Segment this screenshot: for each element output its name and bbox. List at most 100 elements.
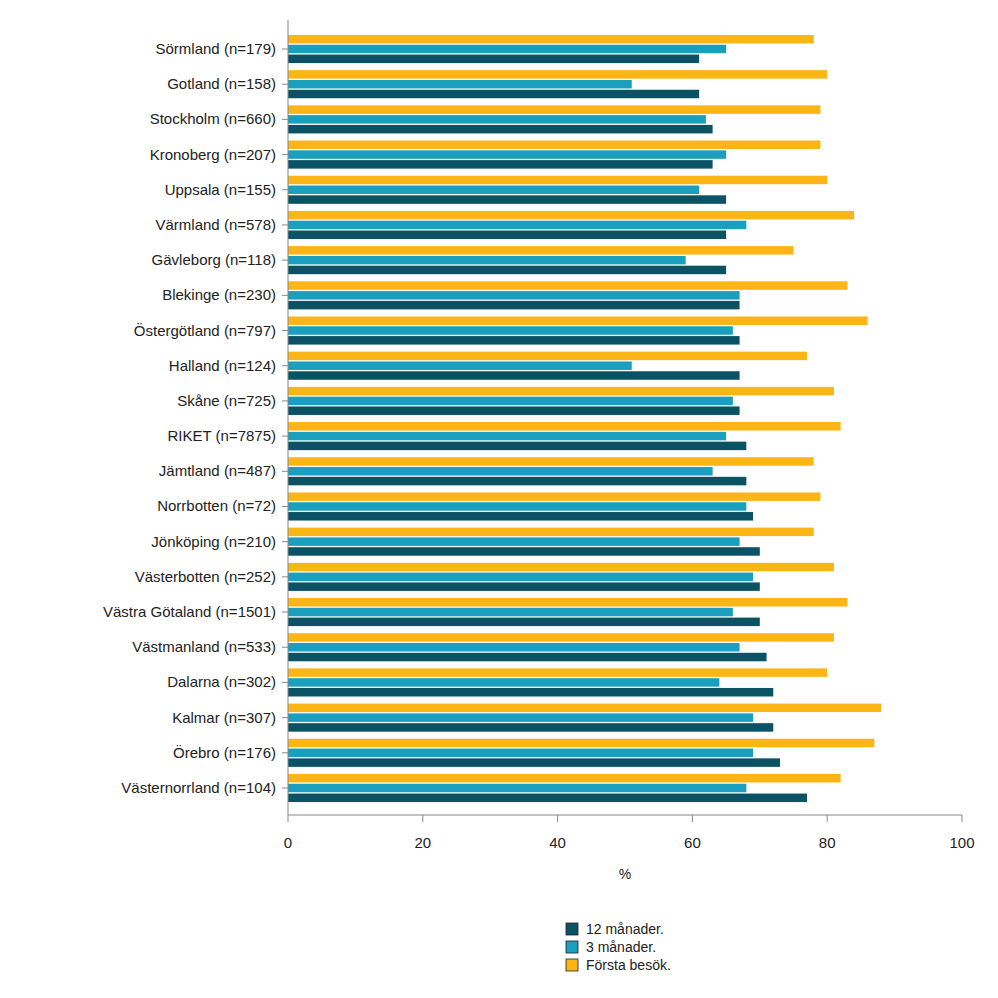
- category-tick: [282, 576, 288, 577]
- bar: [288, 704, 881, 713]
- bar: [288, 723, 773, 732]
- chart-svg: Sörmland (n=179) Gotland (n=158) Stockholm…: [0, 0, 998, 998]
- legend-swatch: [566, 923, 578, 935]
- category-tick: [282, 400, 288, 401]
- category-label: Skåne (n=725): [177, 392, 276, 409]
- bar: [288, 794, 807, 803]
- bar: [288, 512, 753, 521]
- bar: [288, 678, 719, 687]
- x-tick: [962, 815, 963, 822]
- bar: [288, 563, 834, 572]
- bar: [288, 537, 740, 546]
- category-tick: [282, 84, 288, 85]
- category-label: Gävleborg (n=118): [152, 251, 276, 268]
- x-tick: [422, 815, 423, 822]
- x-tick-label: 40: [549, 834, 566, 851]
- bar: [288, 246, 794, 255]
- bar: [288, 336, 740, 345]
- bar: [288, 774, 841, 783]
- bar: [288, 55, 699, 64]
- bar: [288, 231, 726, 240]
- x-tick: [557, 815, 558, 822]
- bar: [288, 45, 726, 54]
- y-axis-line: [288, 20, 289, 815]
- x-tick: [827, 815, 828, 822]
- category-tick: [282, 612, 288, 613]
- category-tick: [282, 717, 288, 718]
- category-label: Gotland (n=158): [167, 75, 276, 92]
- category-tick: [282, 330, 288, 331]
- bar: [288, 115, 706, 124]
- bars: [288, 35, 881, 802]
- category-label: Örebro (n=176): [173, 744, 276, 761]
- bar: [288, 316, 868, 325]
- bar: [288, 141, 820, 150]
- bar: [288, 35, 814, 44]
- bar: [288, 70, 827, 79]
- bar: [288, 281, 847, 290]
- bar: [288, 301, 740, 310]
- bar: [288, 758, 780, 767]
- bar: [288, 573, 753, 582]
- category-label: Sörmland (n=179): [156, 40, 276, 57]
- bar: [288, 361, 632, 370]
- bar: [288, 784, 746, 793]
- bar: [288, 688, 773, 697]
- legend-label: 12 månader.: [586, 921, 664, 937]
- category-label: Jämtland (n=487): [159, 462, 276, 479]
- bar: [288, 211, 854, 220]
- category-tick: [282, 788, 288, 789]
- bar: [288, 195, 726, 204]
- bar: [288, 326, 733, 335]
- category-tick: [282, 295, 288, 296]
- category-label: Jönköping (n=210): [151, 533, 276, 550]
- x-tick: [692, 815, 693, 822]
- bar: [288, 397, 733, 406]
- bar: [288, 105, 820, 114]
- category-label: RIKET (n=7875): [167, 427, 276, 444]
- category-tick: [282, 365, 288, 366]
- category-label: Västra Götaland (n=1501): [103, 603, 276, 620]
- bar: [288, 598, 847, 607]
- bar: [288, 547, 760, 556]
- legend-swatch: [566, 959, 578, 971]
- bar: [288, 668, 827, 677]
- x-tick-label: 80: [819, 834, 836, 851]
- category-label: Värmland (n=578): [156, 216, 276, 233]
- x-axis-line: [288, 815, 962, 816]
- legend-label: Första besök.: [586, 957, 671, 973]
- bar: [288, 713, 753, 722]
- category-label: Dalarna (n=302): [167, 673, 276, 690]
- bar: [288, 582, 760, 591]
- category-label: Uppsala (n=155): [165, 181, 276, 198]
- category-label: Halland (n=124): [169, 357, 276, 374]
- bar: [288, 406, 740, 415]
- legend-swatch: [566, 941, 578, 953]
- bar: [288, 739, 874, 748]
- bar: [288, 186, 699, 195]
- x-tick-label: 20: [414, 834, 431, 851]
- bar: [288, 432, 726, 441]
- category-tick: [282, 682, 288, 683]
- category-label: Östergötland (n=797): [134, 322, 276, 339]
- category-label: Kronoberg (n=207): [150, 146, 276, 163]
- bar: [288, 502, 746, 511]
- bar: [288, 528, 814, 537]
- category-tick: [282, 189, 288, 190]
- category-tick: [282, 506, 288, 507]
- bar: [288, 477, 746, 486]
- category-label: Norrbotten (n=72): [157, 497, 276, 514]
- category-tick: [282, 260, 288, 261]
- category-label: Stockholm (n=660): [150, 110, 276, 127]
- bar: [288, 643, 740, 652]
- category-tick: [282, 647, 288, 648]
- bar: [288, 749, 753, 758]
- bar: [288, 387, 834, 396]
- legend-label: 3 månader.: [586, 939, 656, 955]
- x-tick-label: 100: [949, 834, 974, 851]
- bar: [288, 125, 713, 134]
- bar: [288, 352, 807, 361]
- category-tick: [282, 436, 288, 437]
- bar: [288, 256, 686, 265]
- category-label: Västmanland (n=533): [132, 638, 276, 655]
